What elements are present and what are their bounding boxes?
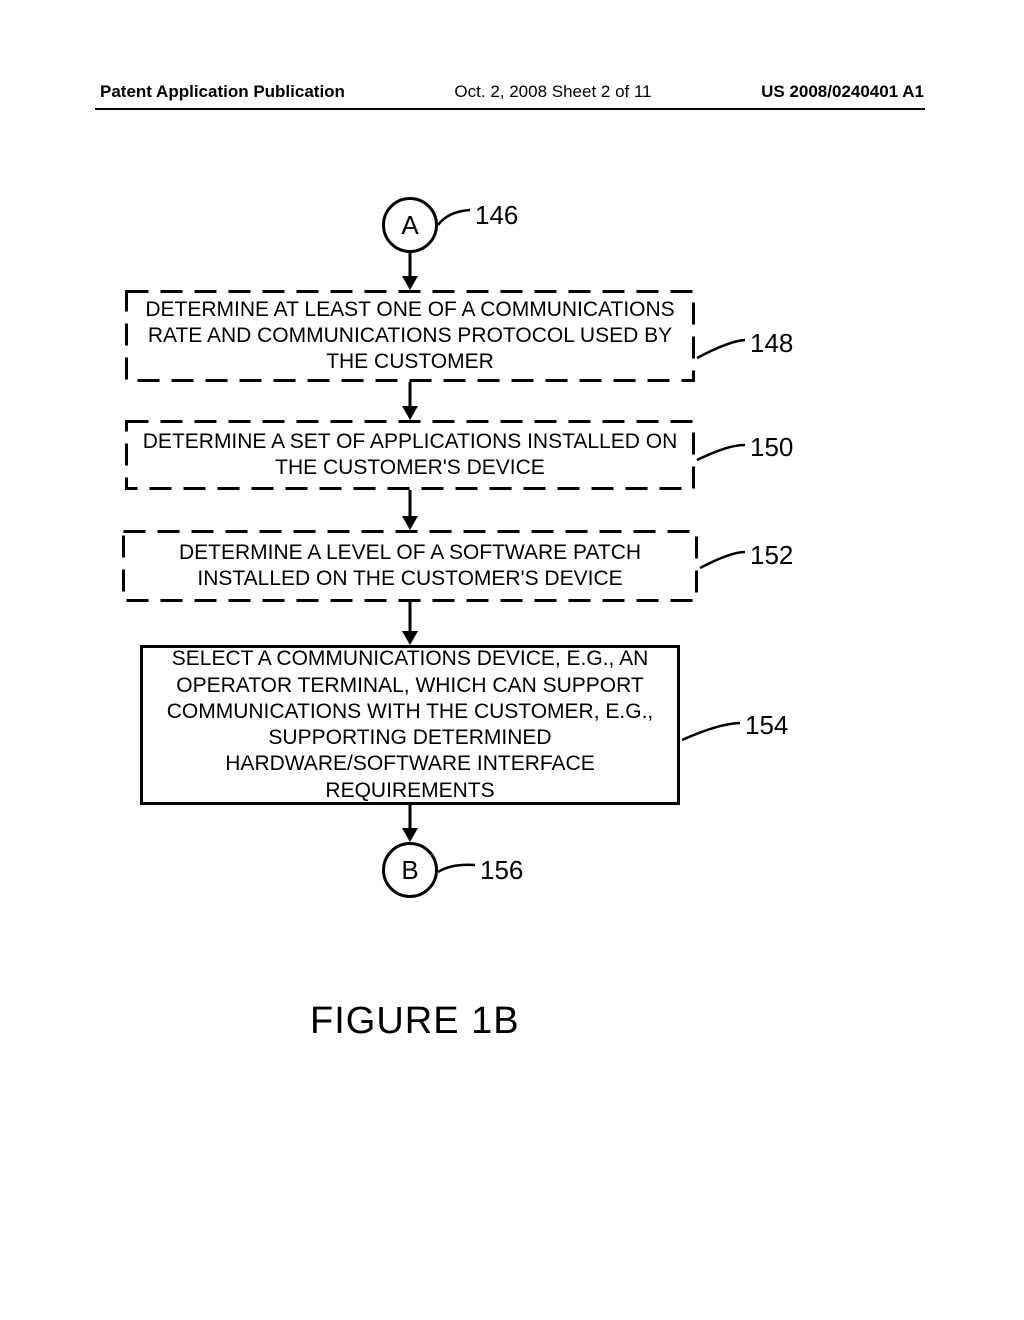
reference-number: 150	[750, 432, 793, 463]
connector-circle: B	[382, 842, 438, 898]
leader-line	[690, 542, 755, 578]
flow-step-text: DETERMINE A SET OF APPLICATIONS INSTALLE…	[139, 429, 681, 482]
flowchart-diagram: DETERMINE AT LEAST ONE OF A COMMUNICATIO…	[0, 0, 1024, 1320]
flow-arrow	[395, 805, 425, 844]
connector-circle: A	[382, 197, 438, 253]
flow-step-text: SELECT A COMMUNICATIONS DEVICE, E.G., AN…	[157, 646, 663, 804]
figure-caption: FIGURE 1B	[310, 1000, 520, 1043]
reference-number: 148	[750, 328, 793, 359]
reference-number: 146	[475, 200, 518, 231]
leader-line	[687, 435, 755, 470]
reference-number: 152	[750, 540, 793, 571]
reference-number: 154	[745, 710, 788, 741]
flow-step-text: DETERMINE AT LEAST ONE OF A COMMUNICATIO…	[139, 297, 681, 376]
flow-step: DETERMINE A SET OF APPLICATIONS INSTALLE…	[125, 420, 695, 490]
flow-step: SELECT A COMMUNICATIONS DEVICE, E.G., AN…	[140, 645, 680, 805]
flow-arrow	[395, 602, 425, 647]
flow-arrow	[395, 253, 425, 292]
leader-line	[672, 713, 750, 750]
flow-arrow	[395, 382, 425, 422]
flow-step-text: DETERMINE A LEVEL OF A SOFTWARE PATCH IN…	[136, 540, 684, 593]
flow-arrow	[395, 490, 425, 532]
leader-line	[687, 330, 755, 368]
flow-step: DETERMINE A LEVEL OF A SOFTWARE PATCH IN…	[122, 530, 698, 602]
reference-number: 156	[480, 855, 523, 886]
flow-step: DETERMINE AT LEAST ONE OF A COMMUNICATIO…	[125, 290, 695, 382]
